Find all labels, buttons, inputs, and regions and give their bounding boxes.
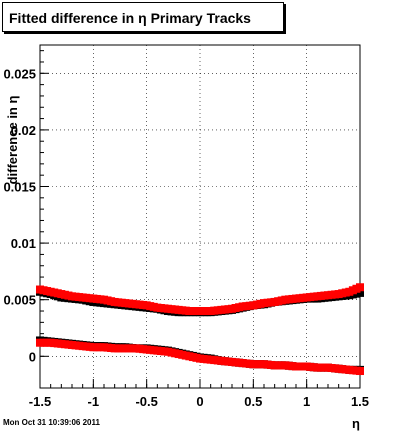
timestamp: Mon Oct 31 10:39:06 2011 [3, 418, 100, 427]
grid-layer [39, 45, 361, 388]
chart-title: Fitted difference in η Primary Tracks [2, 2, 284, 32]
x-tick-label: 0 [196, 394, 203, 409]
y-tick-label: 0 [29, 349, 36, 364]
y-tick-label: 0.025 [3, 66, 36, 81]
y-tick-label: 0.005 [3, 293, 36, 308]
series-layer [36, 283, 364, 376]
x-axis-title: η [352, 416, 360, 431]
y-tick-label: 0.02 [11, 123, 36, 138]
series-3 [36, 338, 364, 376]
plot-frame [39, 44, 361, 389]
data-point [356, 283, 364, 292]
ticks-layer: -1.5 -1 -0.5 0 0.5 1 1.5 0 0.005 0.01 0.015 0.02 0.0… [3, 50, 369, 409]
x-tick-label: 0.5 [244, 394, 262, 409]
y-axis-title: difference in η [5, 96, 20, 185]
y-tick-label: 0.01 [11, 236, 36, 251]
data-point [356, 288, 364, 297]
data-point [356, 367, 364, 376]
y-tick-label: 0.015 [3, 180, 36, 195]
x-tick-label: 1 [303, 394, 310, 409]
x-tick-label: -0.5 [135, 394, 157, 409]
x-tick-label: 1.5 [351, 394, 369, 409]
series-1 [36, 283, 364, 316]
x-tick-label: -1 [88, 394, 100, 409]
x-tick-label: -1.5 [29, 394, 51, 409]
